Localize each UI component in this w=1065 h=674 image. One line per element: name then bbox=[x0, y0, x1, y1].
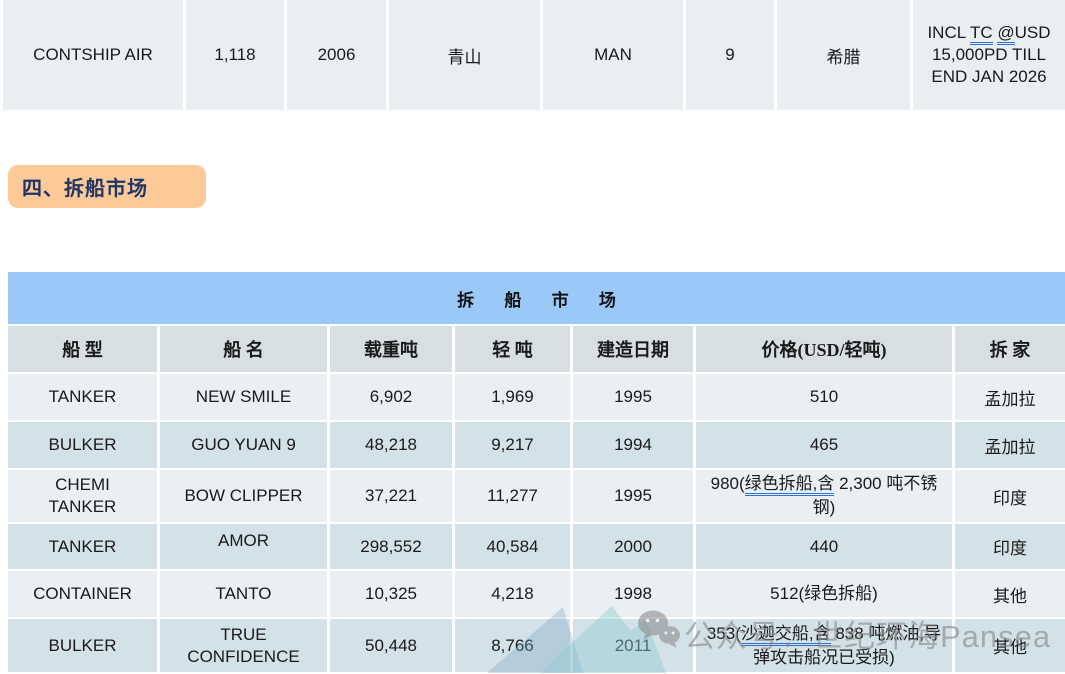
cell-yard: 青山 bbox=[389, 0, 543, 110]
table-header-row: 船 型 船 名 载重吨 轻 吨 建造日期 价格(USD/轻吨) 拆 家 bbox=[8, 326, 1065, 374]
table-row: TANKER NEW SMILE 6,902 1,969 1995 510 孟加… bbox=[8, 374, 1065, 422]
cell-ldt: 4,218 bbox=[455, 571, 573, 619]
cell-dwt: 6,902 bbox=[330, 374, 455, 422]
cell-ship-name: BOW CLIPPER bbox=[160, 470, 330, 524]
cell-dwt: 10,325 bbox=[330, 571, 455, 619]
table-row: CHEMI TANKER BOW CLIPPER 37,221 11,277 1… bbox=[8, 470, 1065, 524]
cell-dwt: 1,118 bbox=[186, 0, 287, 110]
cell-ship-type: TANKER bbox=[8, 374, 160, 422]
cell-built: 1995 bbox=[573, 470, 696, 524]
cell-ship-name: NEW SMILE bbox=[160, 374, 330, 422]
cell-qty: 9 bbox=[686, 0, 777, 110]
cell-dwt: 50,448 bbox=[330, 619, 455, 674]
cell-ldt: 8,766 bbox=[455, 619, 573, 674]
cell-ldt: 11,277 bbox=[455, 470, 573, 524]
table-title: 拆 船 市 场 bbox=[8, 272, 1065, 326]
grammar-underline: 绿色拆船,含 bbox=[744, 474, 835, 496]
table-row: TANKER AMOR 298,552 40,584 2000 440 印度 bbox=[8, 524, 1065, 571]
cell-price: 510 bbox=[696, 374, 955, 422]
cell-breaker: 印度 bbox=[955, 524, 1065, 571]
cell-built: 2000 bbox=[573, 524, 696, 571]
header-built-date: 建造日期 bbox=[573, 326, 696, 374]
cell-ship-type: CHEMI TANKER bbox=[8, 470, 160, 524]
header-dwt: 载重吨 bbox=[330, 326, 455, 374]
header-ldt: 轻 吨 bbox=[455, 326, 573, 374]
cell-dwt: 298,552 bbox=[330, 524, 455, 571]
cell-built: 1995 bbox=[573, 374, 696, 422]
header-ship-type: 船 型 bbox=[8, 326, 160, 374]
cell-ship-type: CONTAINER bbox=[8, 571, 160, 619]
cell-price: 980(绿色拆船,含 2,300 吨不锈钢) bbox=[696, 470, 955, 524]
cell-charter-note: INCL TC @USD 15,000PD TILL END JAN 2026 bbox=[913, 0, 1065, 110]
cell-ldt: 40,584 bbox=[455, 524, 573, 571]
grammar-underline: @ bbox=[997, 23, 1015, 45]
cell-ship-name: GUO YUAN 9 bbox=[160, 422, 330, 470]
header-breaker: 拆 家 bbox=[955, 326, 1065, 374]
cell-ship-type: TANKER bbox=[8, 524, 160, 571]
cell-ship-type: BULKER bbox=[8, 422, 160, 470]
cell-ldt: 9,217 bbox=[455, 422, 573, 470]
grammar-underline: TC bbox=[969, 23, 993, 45]
cell-price: 512(绿色拆船) bbox=[696, 571, 955, 619]
section-header-demolition-market: 四、拆船市场 bbox=[8, 165, 206, 208]
cell-engine: MAN bbox=[543, 0, 686, 110]
cell-built: 1994 bbox=[573, 422, 696, 470]
cell-ldt: 1,969 bbox=[455, 374, 573, 422]
demolition-market-table: 拆 船 市 场 船 型 船 名 载重吨 轻 吨 建造日期 价格(USD/轻吨) … bbox=[8, 272, 1065, 674]
cell-ship-name: TANTO bbox=[160, 571, 330, 619]
table-title-row: 拆 船 市 场 bbox=[8, 272, 1065, 326]
charter-note-text: INCL TC @USD 15,000PD TILL END JAN 2026 bbox=[927, 23, 1051, 86]
cell-ship-name: AMOR bbox=[160, 524, 330, 571]
cell-breaker: 其他 bbox=[955, 571, 1065, 619]
grammar-underline: 沙迦交船,含 bbox=[740, 623, 831, 646]
cell-price: 353(沙迦交船,含 838 吨燃油,导弹攻击船况已受损) bbox=[696, 619, 955, 674]
cell-dwt: 48,218 bbox=[330, 422, 455, 470]
fleet-table-partial-row: CONTSHIP AIR 1,118 2006 青山 MAN 9 希腊 INCL… bbox=[0, 0, 1065, 110]
cell-built: 1998 bbox=[573, 571, 696, 619]
cell-built-year: 2006 bbox=[287, 0, 389, 110]
section-header-label: 四、拆船市场 bbox=[22, 178, 148, 200]
cell-ship-type: BULKER bbox=[8, 619, 160, 674]
cell-breaker: 其他 bbox=[955, 619, 1065, 674]
cell-price: 440 bbox=[696, 524, 955, 571]
header-price: 价格(USD/轻吨) bbox=[696, 326, 955, 374]
cell-buyer: 希腊 bbox=[777, 0, 913, 110]
header-ship-name: 船 名 bbox=[160, 326, 330, 374]
table-row: BULKER GUO YUAN 9 48,218 9,217 1994 465 … bbox=[8, 422, 1065, 470]
table-row: CONTAINER TANTO 10,325 4,218 1998 512(绿色… bbox=[8, 571, 1065, 619]
cell-price: 465 bbox=[696, 422, 955, 470]
cell-breaker: 孟加拉 bbox=[955, 374, 1065, 422]
cell-ship-name: TRUE CONFIDENCE bbox=[160, 619, 330, 674]
cell-built: 2011 bbox=[573, 619, 696, 674]
cell-vessel-name: CONTSHIP AIR bbox=[0, 0, 186, 110]
cell-dwt: 37,221 bbox=[330, 470, 455, 524]
table-row: BULKER TRUE CONFIDENCE 50,448 8,766 2011… bbox=[8, 619, 1065, 674]
cell-breaker: 印度 bbox=[955, 470, 1065, 524]
cell-breaker: 孟加拉 bbox=[955, 422, 1065, 470]
